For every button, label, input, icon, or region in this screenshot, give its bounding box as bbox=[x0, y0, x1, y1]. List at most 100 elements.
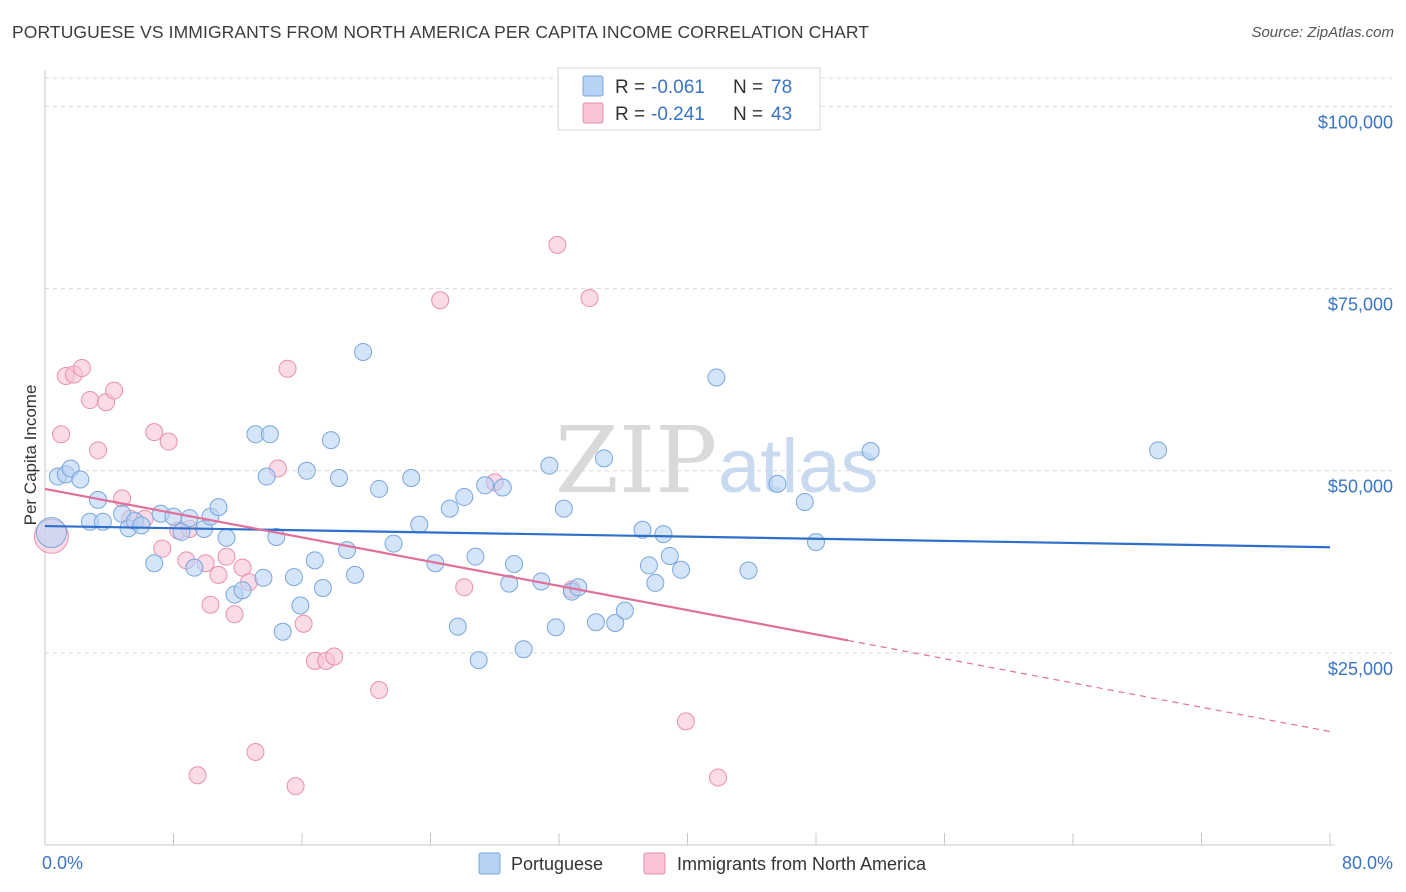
legend-swatch-immigrants bbox=[582, 102, 604, 124]
watermark: ZIP atlas bbox=[555, 407, 879, 514]
point-immigrants-34 bbox=[431, 291, 450, 310]
point-portuguese-26 bbox=[273, 622, 292, 641]
point-portuguese-27 bbox=[284, 568, 303, 587]
legend-r-value-2: -0.241 bbox=[651, 104, 705, 125]
bottom-legend-immigrants: Immigrants from North America bbox=[677, 854, 927, 874]
point-immigrants-19 bbox=[201, 595, 220, 614]
bottom-legend-swatch-portuguese bbox=[478, 852, 501, 875]
legend-r-label-1: R = bbox=[615, 77, 645, 98]
y-tick-label-0: $25,000 bbox=[1328, 659, 1393, 679]
series-legend: Portuguese Immigrants from North America bbox=[478, 852, 927, 875]
point-portuguese-15 bbox=[185, 558, 204, 577]
point-portuguese-57 bbox=[586, 613, 605, 632]
point-immigrants-27 bbox=[278, 359, 297, 378]
point-portuguese-35 bbox=[346, 565, 365, 584]
point-portuguese-44 bbox=[455, 487, 474, 506]
point-portuguese-65 bbox=[660, 546, 679, 565]
legend-n-label-2: N = bbox=[733, 104, 763, 125]
point-portuguese-21 bbox=[233, 581, 252, 600]
y-tick-labels: $25,000 $50,000 $75,000 $100,000 bbox=[1318, 112, 1393, 678]
point-immigrants-40 bbox=[676, 712, 695, 731]
legend-r-value-1: -0.061 bbox=[651, 77, 705, 98]
point-portuguese-52 bbox=[540, 456, 559, 475]
point-immigrants-33 bbox=[370, 681, 389, 700]
point-immigrants-22 bbox=[225, 605, 244, 624]
point-portuguese-72 bbox=[861, 442, 880, 461]
point-portuguese-59 bbox=[606, 613, 625, 632]
point-portuguese-75 bbox=[260, 425, 279, 444]
legend-n-value-2: 43 bbox=[771, 104, 792, 125]
point-portuguese-18 bbox=[209, 498, 228, 517]
y-tick-label-3: $100,000 bbox=[1318, 112, 1393, 132]
point-portuguese-40 bbox=[410, 515, 429, 534]
point-immigrants-35 bbox=[455, 578, 474, 597]
point-portuguese-70 bbox=[795, 493, 814, 512]
point-portuguese-73 bbox=[1149, 441, 1168, 460]
point-portuguese-74 bbox=[469, 651, 488, 670]
point-portuguese-67 bbox=[707, 368, 726, 387]
point-portuguese-48 bbox=[500, 574, 519, 593]
point-immigrants-8 bbox=[105, 381, 124, 400]
point-portuguese-54 bbox=[554, 499, 573, 518]
point-immigrants-4 bbox=[72, 358, 91, 377]
legend-r-label-2: R = bbox=[615, 104, 645, 125]
x-tick-label-min: 0.0% bbox=[42, 853, 83, 873]
point-portuguese-62 bbox=[639, 556, 658, 575]
point-portuguese-43 bbox=[448, 617, 467, 636]
point-immigrants-1 bbox=[52, 425, 71, 444]
watermark-zip: ZIP bbox=[555, 407, 717, 514]
point-portuguese-45 bbox=[466, 547, 485, 566]
point-portuguese-23 bbox=[254, 568, 273, 587]
chart-title: PORTUGUESE VS IMMIGRANTS FROM NORTH AMER… bbox=[12, 22, 870, 42]
point-immigrants-29 bbox=[294, 614, 313, 633]
point-immigrants-32 bbox=[325, 647, 344, 666]
legend-n-value-1: 78 bbox=[771, 77, 792, 98]
point-immigrants-37 bbox=[548, 235, 567, 254]
point-portuguese-46 bbox=[476, 476, 495, 495]
point-portuguese-49 bbox=[505, 554, 524, 573]
point-portuguese-60 bbox=[615, 601, 634, 620]
point-portuguese-77 bbox=[132, 516, 151, 535]
point-portuguese-66 bbox=[672, 560, 691, 579]
point-portuguese-24 bbox=[257, 467, 276, 486]
legend-swatch-portuguese bbox=[582, 75, 604, 97]
bottom-legend-portuguese: Portuguese bbox=[511, 854, 603, 874]
point-portuguese-13 bbox=[164, 507, 183, 526]
point-immigrants-41 bbox=[709, 768, 728, 787]
point-portuguese-64 bbox=[654, 525, 673, 544]
trend-lines bbox=[44, 487, 1331, 733]
bottom-legend-swatch-immigrants bbox=[643, 852, 666, 875]
trend-line-immigrants-extrapolated bbox=[848, 639, 1331, 733]
point-portuguese-19 bbox=[217, 528, 236, 547]
point-portuguese-42 bbox=[440, 499, 459, 518]
stats-legend: R = -0.061 N = 78 R = -0.241 N = 43 bbox=[557, 67, 821, 131]
point-portuguese-36 bbox=[354, 342, 373, 361]
y-axis-title: Per Capita Income bbox=[21, 385, 40, 526]
point-portuguese-28 bbox=[291, 596, 310, 615]
point-portuguese-32 bbox=[321, 431, 340, 450]
point-immigrants-14 bbox=[159, 432, 178, 451]
point-portuguese-39 bbox=[402, 469, 421, 487]
trend-line-immigrants bbox=[44, 487, 849, 642]
point-portuguese-53 bbox=[546, 618, 565, 637]
point-immigrants-17 bbox=[188, 766, 207, 785]
point-immigrants-39 bbox=[580, 289, 599, 308]
point-immigrants-6 bbox=[89, 441, 108, 460]
legend-n-label-1: N = bbox=[733, 77, 763, 98]
x-tick-label-max: 80.0% bbox=[1342, 853, 1393, 873]
point-portuguese-37 bbox=[370, 479, 389, 498]
source-credit: Source: ZipAtlas.com bbox=[1251, 24, 1394, 41]
point-portuguese-63 bbox=[646, 573, 665, 592]
point-portuguese-31 bbox=[313, 579, 332, 598]
y-tick-label-2: $75,000 bbox=[1328, 295, 1393, 315]
point-portuguese-0 bbox=[35, 517, 67, 549]
point-portuguese-11 bbox=[145, 554, 164, 573]
point-portuguese-68 bbox=[739, 561, 758, 580]
point-immigrants-28 bbox=[286, 777, 305, 796]
point-portuguese-69 bbox=[768, 474, 787, 493]
point-immigrants-21 bbox=[217, 547, 236, 566]
point-portuguese-71 bbox=[807, 533, 825, 552]
point-portuguese-58 bbox=[594, 449, 613, 468]
axes bbox=[44, 70, 1335, 846]
